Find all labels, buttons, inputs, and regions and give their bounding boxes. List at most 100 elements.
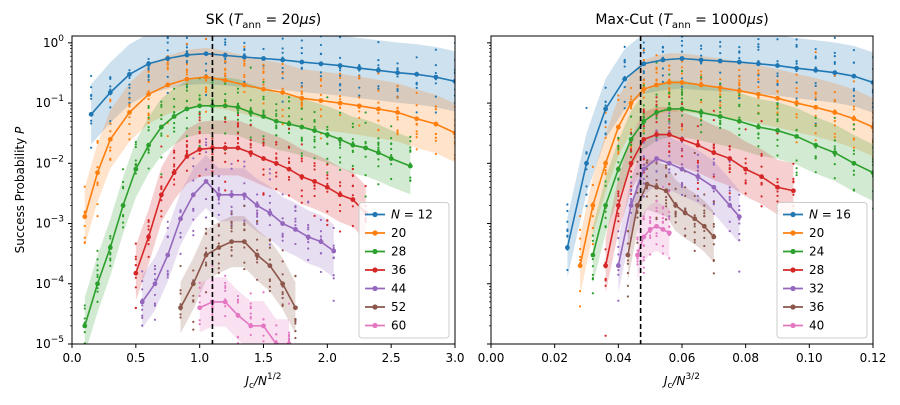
sample-point xyxy=(147,219,150,222)
sample-point xyxy=(655,78,658,81)
sample-point xyxy=(339,84,342,87)
sample-point xyxy=(256,201,259,204)
sample-point xyxy=(166,220,169,223)
sample-point xyxy=(852,89,856,92)
sample-point xyxy=(852,105,856,108)
sample-point xyxy=(434,48,437,51)
sample-point xyxy=(712,173,715,176)
sample-point xyxy=(313,120,316,123)
sample-point xyxy=(795,62,798,65)
legend-item-24: 24 xyxy=(783,245,824,259)
sample-point xyxy=(192,299,195,302)
sample-point xyxy=(358,77,361,80)
sample-point xyxy=(313,194,316,198)
sample-point xyxy=(96,183,99,187)
sample-point xyxy=(617,190,620,193)
sample-point xyxy=(121,215,125,218)
sample-point xyxy=(313,184,316,187)
sample-point xyxy=(204,86,208,90)
sample-point xyxy=(703,215,706,218)
sample-point xyxy=(256,193,259,196)
sample-point xyxy=(696,125,700,128)
sample-point xyxy=(192,294,195,297)
sample-point xyxy=(591,265,594,268)
series-16-point xyxy=(794,65,799,71)
sample-point xyxy=(96,275,99,279)
sample-point xyxy=(852,123,856,126)
sample-point xyxy=(204,168,208,171)
sample-point xyxy=(617,144,620,147)
legend-label: 32 xyxy=(809,282,824,296)
sample-point xyxy=(642,41,645,44)
sample-point xyxy=(313,140,316,143)
sample-point xyxy=(198,319,201,322)
sample-point xyxy=(655,169,658,173)
series-40-point xyxy=(666,230,672,236)
sample-point xyxy=(396,75,399,78)
sample-point xyxy=(287,194,291,197)
sample-point xyxy=(287,131,291,134)
sample-point xyxy=(744,157,747,160)
series-32-point xyxy=(711,184,717,190)
series-44-point xyxy=(165,252,171,258)
sample-point xyxy=(339,168,342,171)
sample-point xyxy=(636,260,639,263)
sample-point xyxy=(795,141,798,144)
sample-point xyxy=(236,111,240,114)
sample-point xyxy=(680,97,684,100)
sample-point xyxy=(160,176,163,179)
sample-point xyxy=(300,92,303,95)
sample-point xyxy=(738,97,741,100)
sample-point xyxy=(90,122,93,125)
series-40-point xyxy=(635,252,640,258)
sample-point xyxy=(776,120,779,123)
sample-point xyxy=(579,290,582,293)
sample-point xyxy=(339,36,342,39)
sample-point xyxy=(566,228,569,231)
series-12-point xyxy=(280,57,286,63)
sample-point xyxy=(728,170,731,174)
sample-point xyxy=(204,232,208,235)
sample-point xyxy=(617,150,620,153)
sample-point xyxy=(332,226,335,230)
sample-point xyxy=(287,157,291,160)
sample-point xyxy=(649,236,652,239)
sample-point xyxy=(833,36,836,39)
sample-point xyxy=(185,69,188,72)
sample-point xyxy=(629,143,633,146)
series-52-point xyxy=(216,245,222,250)
sample-point xyxy=(300,157,303,160)
sample-point xyxy=(185,145,188,148)
sample-point xyxy=(719,126,722,130)
sample-point xyxy=(396,133,399,136)
sample-point xyxy=(339,111,342,114)
sample-point xyxy=(776,144,779,147)
sample-point xyxy=(712,190,715,193)
sample-point xyxy=(814,81,817,85)
sample-point xyxy=(83,241,86,245)
series-36-point xyxy=(197,147,203,152)
sample-point xyxy=(795,90,798,94)
sample-point xyxy=(680,181,684,185)
sample-point xyxy=(319,93,323,96)
sample-point xyxy=(230,254,233,257)
sample-point xyxy=(629,131,633,134)
series-40-point xyxy=(641,234,647,240)
series-28-point xyxy=(641,136,647,142)
sample-point xyxy=(757,69,760,72)
sample-point xyxy=(738,193,741,196)
sample-point xyxy=(275,157,278,160)
sample-point xyxy=(224,33,226,35)
sample-point xyxy=(313,162,316,165)
sample-point xyxy=(642,141,645,144)
sample-point xyxy=(833,177,836,180)
sample-point xyxy=(642,195,645,198)
sample-point xyxy=(655,114,658,117)
sample-point xyxy=(680,163,684,166)
sample-point xyxy=(642,244,645,248)
sample-point xyxy=(236,301,240,304)
series-12-point xyxy=(184,52,190,58)
sample-point xyxy=(224,100,227,103)
sample-point xyxy=(396,68,399,71)
